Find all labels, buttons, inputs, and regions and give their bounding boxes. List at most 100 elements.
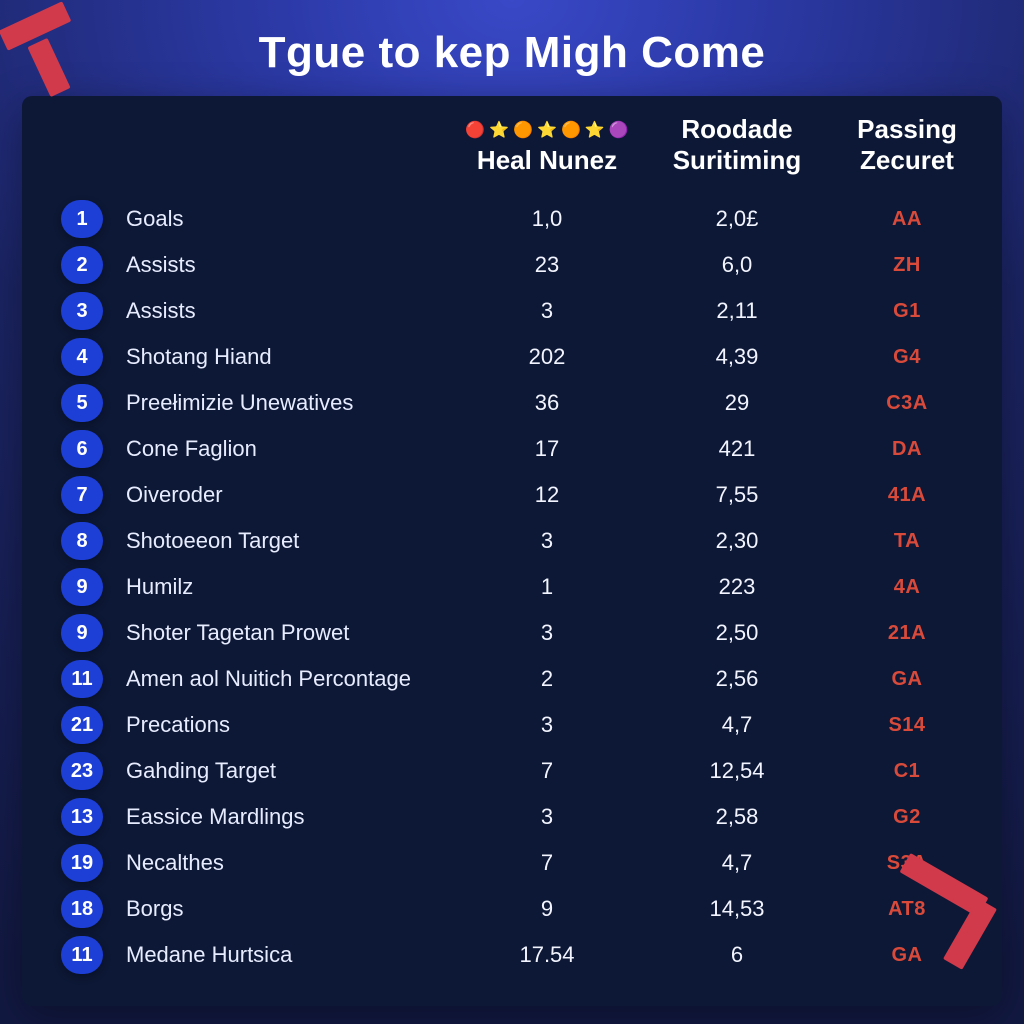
value-col2: 4,7 [642, 840, 832, 886]
value-col2: 12,54 [642, 748, 832, 794]
metric-label: Shotoeeon Target [112, 518, 452, 564]
rank-badge: 18 [61, 890, 103, 928]
value-code: DA [832, 426, 982, 472]
metric-label: Shotang Hiand [112, 334, 452, 380]
rank-cell: 8 [52, 518, 112, 564]
col-header-roodade: Roodade Suritiming [642, 114, 832, 196]
value-col2: 6 [642, 932, 832, 978]
col-header-passing: Passing Zecuret [832, 114, 982, 196]
value-col2: 2,50 [642, 610, 832, 656]
header-icon: 🟠 [513, 123, 533, 139]
rank-badge: 21 [61, 706, 103, 744]
value-code: S14 [832, 702, 982, 748]
value-code: AA [832, 196, 982, 242]
rank-badge: 9 [61, 614, 103, 652]
value-code: C1 [832, 748, 982, 794]
value-col1: 1 [452, 564, 642, 610]
metric-label: Assists [112, 242, 452, 288]
rank-badge: 5 [61, 384, 103, 422]
table-row: 3Assists32,11G1 [52, 288, 982, 334]
metric-label: Assists [112, 288, 452, 334]
metric-label: Medane Hurtsica [112, 932, 452, 978]
metric-label: Cone Faglion [112, 426, 452, 472]
value-col1: 17.54 [452, 932, 642, 978]
table-header-row: 🔴⭐🟠⭐🟠⭐🟣 Heal Nunez Roodade Suritiming Pa… [52, 114, 982, 196]
metric-label: Oiveroder [112, 472, 452, 518]
rank-cell: 23 [52, 748, 112, 794]
rank-badge: 3 [61, 292, 103, 330]
table-row: 1Goals1,02,0£AA [52, 196, 982, 242]
col-header-label: Roodade Suritiming [673, 114, 802, 175]
value-code: AT8 [832, 886, 982, 932]
col-header-label: Heal Nunez [477, 145, 617, 175]
rank-badge: 13 [61, 798, 103, 836]
rank-cell: 21 [52, 702, 112, 748]
rank-badge: 6 [61, 430, 103, 468]
rank-cell: 13 [52, 794, 112, 840]
rank-cell: 4 [52, 334, 112, 380]
value-col1: 202 [452, 334, 642, 380]
rank-cell: 11 [52, 932, 112, 978]
rank-badge: 11 [61, 660, 103, 698]
value-col2: 4,7 [642, 702, 832, 748]
metric-label: Amen aol Nuitich Percontage [112, 656, 452, 702]
value-col1: 3 [452, 702, 642, 748]
table-row: 9Humilz12234A [52, 564, 982, 610]
page-title: Tgue to kep Migh Come [0, 0, 1024, 96]
value-code: GA [832, 932, 982, 978]
value-code: C3A [832, 380, 982, 426]
rank-badge: 11 [61, 936, 103, 974]
header-icons-row: 🔴⭐🟠⭐🟠⭐🟣 [452, 123, 642, 139]
value-col1: 1,0 [452, 196, 642, 242]
rank-cell: 11 [52, 656, 112, 702]
metric-label: Eassice Mardlings [112, 794, 452, 840]
value-code: 41A [832, 472, 982, 518]
metric-label: Shoter Tagetan Prowet [112, 610, 452, 656]
rank-badge: 7 [61, 476, 103, 514]
value-col2: 7,55 [642, 472, 832, 518]
value-col2: 29 [642, 380, 832, 426]
value-col2: 2,30 [642, 518, 832, 564]
metric-label: Precations [112, 702, 452, 748]
table-row: 7Oiveroder127,5541A [52, 472, 982, 518]
value-col1: 12 [452, 472, 642, 518]
value-code: 21A [832, 610, 982, 656]
table-row: 5Preełimizie Unewatives3629C3A [52, 380, 982, 426]
value-code: GA [832, 656, 982, 702]
table-row: 9Shoter Tagetan Prowet32,5021A [52, 610, 982, 656]
table-row: 11Medane Hurtsica17.546GA [52, 932, 982, 978]
metric-label: Gahding Target [112, 748, 452, 794]
metric-label: Humilz [112, 564, 452, 610]
value-col1: 9 [452, 886, 642, 932]
table-row: 19Necalthes74,7S3A [52, 840, 982, 886]
stats-table: 🔴⭐🟠⭐🟠⭐🟣 Heal Nunez Roodade Suritiming Pa… [52, 114, 982, 978]
value-col2: 2,11 [642, 288, 832, 334]
value-col1: 23 [452, 242, 642, 288]
table-row: 23Gahding Target712,54C1 [52, 748, 982, 794]
rank-cell: 7 [52, 472, 112, 518]
metric-label: Preełimizie Unewatives [112, 380, 452, 426]
metric-label: Goals [112, 196, 452, 242]
value-code: G4 [832, 334, 982, 380]
rank-cell: 9 [52, 564, 112, 610]
header-icon: 🔴 [465, 123, 485, 139]
rank-badge: 4 [61, 338, 103, 376]
value-col1: 3 [452, 794, 642, 840]
value-col1: 7 [452, 840, 642, 886]
value-code: TA [832, 518, 982, 564]
value-code: G1 [832, 288, 982, 334]
metric-label: Borgs [112, 886, 452, 932]
value-col1: 2 [452, 656, 642, 702]
value-code: G2 [832, 794, 982, 840]
rank-badge: 8 [61, 522, 103, 560]
value-col2: 421 [642, 426, 832, 472]
table-row: 18Borgs914,53AT8 [52, 886, 982, 932]
value-col1: 36 [452, 380, 642, 426]
value-col2: 6,0 [642, 242, 832, 288]
stats-panel: 🔴⭐🟠⭐🟠⭐🟣 Heal Nunez Roodade Suritiming Pa… [22, 96, 1002, 1006]
rank-badge: 19 [61, 844, 103, 882]
rank-badge: 1 [61, 200, 103, 238]
value-col1: 3 [452, 288, 642, 334]
value-col1: 3 [452, 518, 642, 564]
rank-badge: 23 [61, 752, 103, 790]
